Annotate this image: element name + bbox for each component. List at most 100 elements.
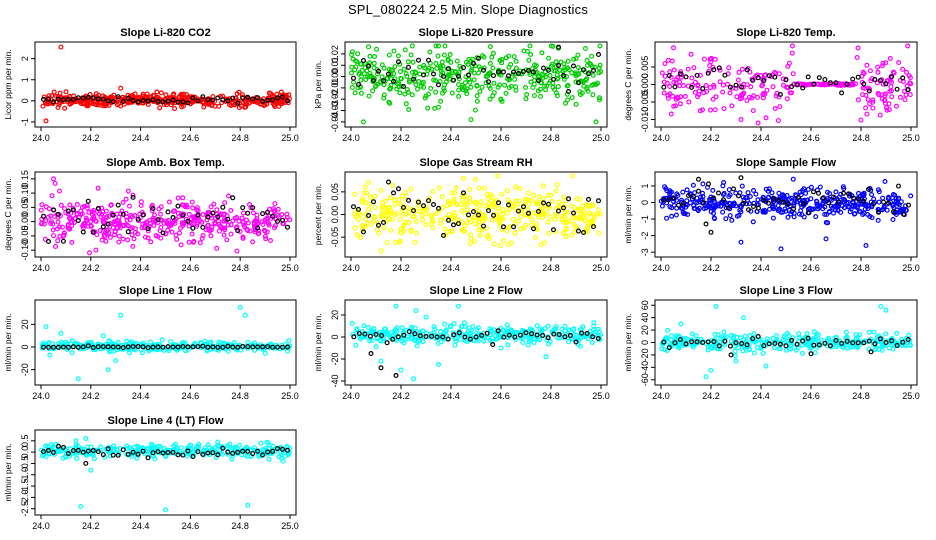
data-point [708, 56, 714, 62]
data-point [376, 230, 382, 236]
data-point [170, 97, 176, 103]
data-point [260, 222, 266, 228]
x-tick-label: 24.6 [492, 391, 510, 401]
data-point [667, 91, 673, 97]
data-point [789, 50, 795, 56]
data-point [856, 208, 862, 214]
data-point [472, 177, 478, 183]
data-point [755, 334, 761, 340]
data-point [413, 208, 419, 214]
data-point [39, 202, 45, 208]
data-point [40, 96, 46, 102]
data-point [188, 221, 194, 227]
data-point [174, 236, 180, 242]
data-point [596, 97, 602, 103]
data-point [667, 69, 673, 75]
data-point [665, 57, 671, 63]
data-point [548, 63, 554, 69]
data-point [280, 94, 286, 100]
data-point [886, 345, 892, 351]
data-point [441, 73, 447, 79]
y-tick-label: -40 [640, 361, 650, 374]
data-point [225, 98, 231, 104]
data-point [745, 190, 751, 196]
data-point [532, 235, 538, 241]
y-tick-label: -0.02 [330, 89, 340, 110]
data-point [735, 77, 741, 83]
data-point [178, 445, 184, 451]
data-point [118, 85, 124, 91]
data-point [140, 212, 146, 218]
y-tick-label: -20 [330, 352, 340, 365]
x-tick-label: 24.4 [132, 521, 150, 531]
data-point [845, 191, 851, 197]
data-point [170, 215, 176, 221]
panel-title: Slope Li-820 Temp. [736, 27, 835, 39]
data-point [751, 331, 757, 337]
data-point [755, 197, 761, 203]
data-point [111, 92, 117, 98]
data-point [434, 65, 440, 71]
data-point [522, 222, 528, 228]
data-point [727, 90, 733, 96]
data-point [225, 222, 231, 228]
data-point [565, 97, 571, 103]
data-point [860, 92, 866, 98]
data-point [713, 304, 719, 310]
data-point [700, 181, 706, 187]
data-point [135, 99, 141, 105]
data-point [533, 221, 539, 227]
data-point [270, 213, 276, 219]
data-point [216, 228, 222, 234]
data-point [486, 83, 492, 89]
data-point [590, 72, 596, 78]
data-point [800, 338, 806, 344]
data-point [80, 229, 86, 235]
data-point [421, 62, 427, 68]
data-point [220, 226, 226, 232]
x-tick-label: 24.6 [802, 133, 820, 143]
data-point [74, 456, 80, 462]
data-point [255, 225, 261, 231]
data-point [236, 218, 242, 224]
data-point [705, 181, 711, 187]
data-point [120, 211, 126, 217]
data-point [279, 455, 285, 461]
data-point [456, 303, 462, 309]
data-point [385, 208, 391, 214]
data-point [772, 74, 778, 80]
y-tick-label: 0.10 [20, 184, 30, 202]
data-point [445, 229, 451, 235]
data-point [361, 323, 367, 329]
data-point [489, 217, 495, 223]
data-point [843, 329, 849, 335]
data-point [590, 67, 596, 73]
y-tick-label: 2 [20, 56, 30, 61]
data-point [229, 100, 235, 106]
data-point [110, 99, 116, 105]
data-point [755, 94, 761, 100]
data-point [762, 72, 768, 78]
data-point [415, 86, 421, 92]
data-point [199, 219, 205, 225]
panel-3: Slope Li-820 Temp.24.0 24.2 24.4 24.6 24.8 25… [623, 27, 920, 143]
data-point [903, 92, 909, 98]
data-point [359, 223, 365, 229]
data-point [740, 315, 746, 321]
data-point [433, 89, 439, 95]
data-point [80, 95, 86, 101]
data-point [242, 224, 248, 230]
data-point [62, 105, 68, 111]
data-point [670, 195, 676, 201]
panel-title: Slope Li-820 Pressure [419, 27, 534, 39]
data-point [467, 241, 473, 247]
data-point [738, 92, 744, 98]
data-point [470, 324, 476, 330]
data-point [715, 332, 721, 338]
data-point [495, 173, 501, 179]
data-point [426, 91, 432, 97]
data-point [876, 92, 882, 98]
data-point [50, 233, 56, 239]
data-point [459, 197, 465, 203]
data-point [424, 207, 430, 213]
